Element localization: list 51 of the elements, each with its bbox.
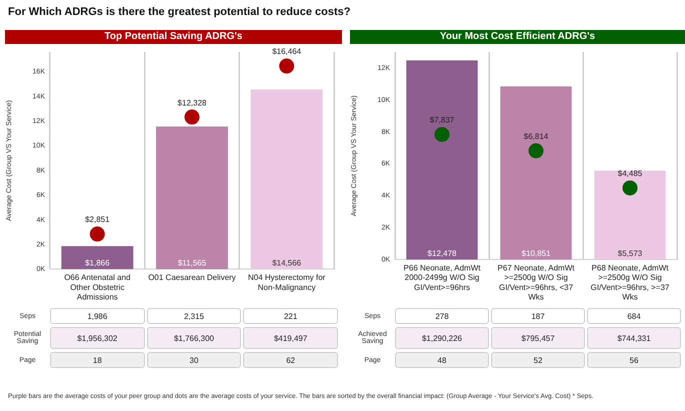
text: $744,331 bbox=[587, 327, 681, 349]
bar bbox=[594, 170, 666, 260]
text: 52 bbox=[491, 352, 585, 368]
point bbox=[279, 58, 294, 74]
text: 1,986 bbox=[50, 308, 145, 324]
x-tick-label: O01 Caesarean Delivery bbox=[148, 273, 236, 282]
text: 30 bbox=[146, 352, 242, 368]
text: 278 bbox=[395, 308, 489, 324]
data-label: $4,485 bbox=[618, 169, 643, 178]
data-label: $1,866 bbox=[85, 258, 110, 268]
data-label: $14,566 bbox=[272, 258, 302, 268]
chart-subtitle: Your Most Cost Efficient ADRG's bbox=[350, 30, 685, 44]
data-label: $6,814 bbox=[524, 132, 549, 141]
bar bbox=[250, 89, 323, 270]
data-label: $11,565 bbox=[178, 258, 207, 268]
text: 2,315 bbox=[146, 308, 242, 324]
bar bbox=[406, 60, 478, 260]
point bbox=[622, 180, 638, 196]
point bbox=[184, 110, 200, 125]
text: $795,457 bbox=[491, 327, 585, 349]
bar bbox=[500, 86, 572, 260]
bar bbox=[156, 126, 228, 270]
text: 48 bbox=[395, 352, 489, 368]
x-tick-label: P68 Neonate, AdmWt >=2500g W/O Sig GI/Vent>=96hrs, >=37 Wks bbox=[590, 264, 670, 302]
data-label: $12,328 bbox=[178, 98, 208, 108]
point bbox=[90, 226, 105, 242]
data-label: $10,851 bbox=[522, 248, 552, 258]
text: $1,956,302 bbox=[50, 327, 145, 349]
text: $419,497 bbox=[243, 327, 338, 349]
x-tick-label: N04 Hysterectomy for Non-Malignancy bbox=[248, 273, 326, 292]
chart-title: For Which ADRGs is there the greatest potential to reduce costs? bbox=[8, 6, 350, 18]
data-label: $5,573 bbox=[618, 248, 643, 258]
text: 56 bbox=[587, 352, 681, 368]
x-tick-label: P67 Neonate, AdmWt >=2500g W/O Sig GI/Vent>=96hrs, <37 Wks bbox=[498, 264, 576, 302]
x-tick-label: O66 Antenatal and Other Obstetric Admissions bbox=[64, 273, 130, 302]
text: 684 bbox=[587, 308, 681, 324]
chart-subtitle: Top Potential Saving ADRG's bbox=[5, 30, 342, 44]
data-label: $7,837 bbox=[430, 116, 455, 125]
text: $1,766,300 bbox=[146, 327, 242, 349]
text: $1,290,226 bbox=[395, 327, 489, 349]
data-label: $12,478 bbox=[428, 248, 458, 258]
text: 187 bbox=[491, 308, 585, 324]
point bbox=[528, 143, 544, 158]
text: 62 bbox=[243, 352, 338, 368]
data-label: $16,464 bbox=[272, 47, 302, 56]
point bbox=[434, 126, 450, 142]
bar bbox=[61, 246, 134, 270]
data-label: $2,851 bbox=[85, 215, 110, 224]
text: 221 bbox=[243, 308, 338, 324]
text: 18 bbox=[50, 352, 145, 368]
x-tick-label: P66 Neonate, AdmWt 2000-2499g W/O Sig GI/Vent>=96hrs bbox=[404, 264, 482, 292]
